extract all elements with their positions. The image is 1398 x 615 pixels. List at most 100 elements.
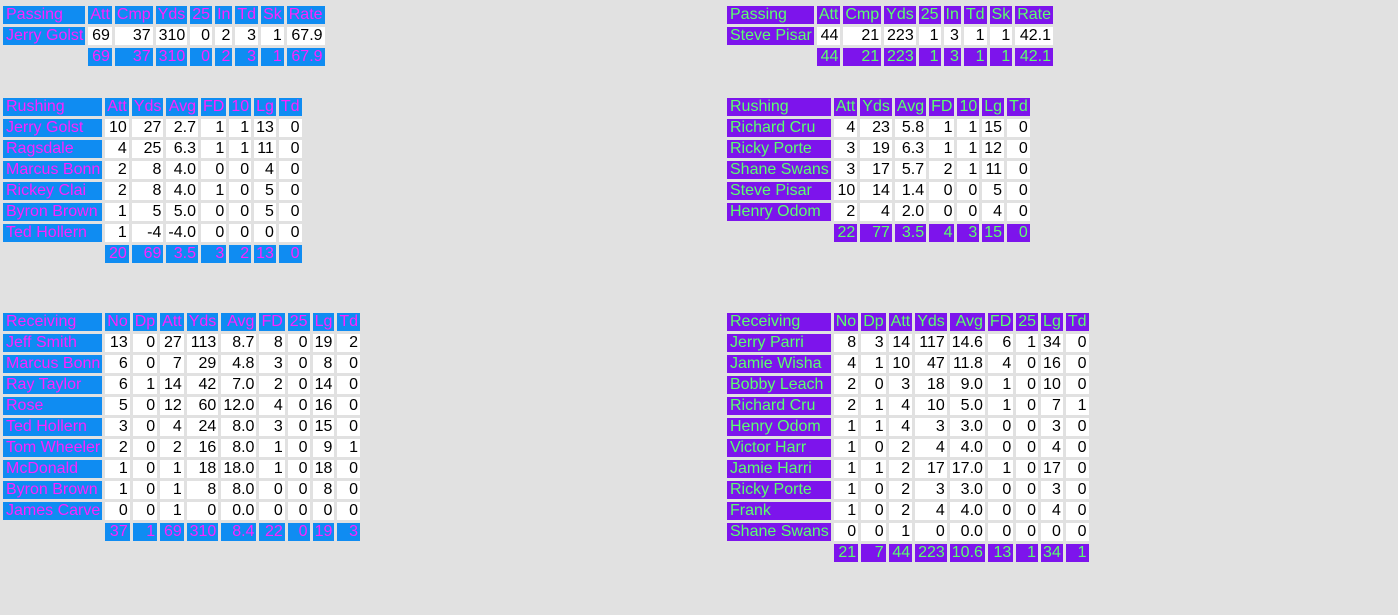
column-header: Lg: [254, 98, 276, 116]
stat-cell: 69: [88, 27, 112, 45]
stat-cell: 1: [929, 140, 955, 158]
player-name: Shane Swans: [727, 523, 831, 541]
stat-cell: 3: [259, 418, 285, 436]
stat-cell: 1: [833, 481, 859, 499]
column-header: Lg: [312, 313, 335, 331]
stat-cell: 0: [1065, 334, 1089, 352]
stat-cell: 17: [860, 161, 892, 179]
stat-cell: 0: [987, 439, 1014, 457]
stat-cell: 1: [833, 439, 859, 457]
stat-cell: 5.7: [894, 161, 927, 179]
stat-cell: 27: [131, 119, 164, 137]
total-cell: 3: [235, 48, 259, 66]
stat-cell: 5.0: [166, 203, 198, 221]
stat-cell: 0: [1016, 502, 1039, 520]
column-header: No: [833, 313, 859, 331]
stat-cell: 0: [861, 481, 886, 499]
column-header: Sk: [261, 6, 284, 24]
player-row: Ted Hollern 1 -4 -4.0 0 0 0 0: [3, 224, 302, 242]
stat-cell: 2: [160, 439, 184, 457]
player-name: Tom Wheeler: [3, 439, 103, 457]
totals-spacer: [727, 224, 831, 242]
stat-cell: 16: [1041, 355, 1063, 373]
stat-cell: 0: [200, 203, 227, 221]
column-header: Td: [1065, 313, 1089, 331]
stat-cell: 0: [1041, 523, 1063, 541]
stat-cell: 0: [259, 502, 285, 520]
total-cell: 44: [816, 48, 841, 66]
total-cell: 1: [963, 48, 987, 66]
rushing-table: Rushing Att Yds Avg FD 10 Lg Td Richard Cru 4 23 5.…: [724, 95, 1033, 245]
total-cell: 3.5: [166, 245, 198, 263]
stat-cell: 0: [929, 203, 955, 221]
column-header: Att: [88, 6, 112, 24]
stat-cell: 0: [1065, 523, 1089, 541]
stat-cell: 0: [132, 502, 158, 520]
stat-cell: 2: [833, 397, 859, 415]
stat-cell: 0: [287, 334, 310, 352]
header-row: Rushing Att Yds Avg FD 10 Lg Td: [727, 98, 1030, 116]
stat-cell: 37: [114, 27, 153, 45]
stat-cell: 0: [833, 523, 859, 541]
column-header: In: [943, 6, 961, 24]
player-row: Rose 5 0 12 60 12.0 4 0 16 0: [3, 397, 361, 415]
player-name: Jerry Golst: [3, 27, 86, 45]
stat-cell: 2: [259, 376, 285, 394]
stat-cell: 4: [860, 203, 892, 221]
total-cell: 22: [259, 523, 285, 541]
totals-row: 20 69 3.5 3 2 13 0: [3, 245, 302, 263]
stat-cell: 25: [131, 140, 164, 158]
player-name: Victor Harr: [727, 439, 831, 457]
player-name: Byron Brown: [3, 481, 103, 499]
stat-cell: 0: [915, 523, 947, 541]
stat-cell: 0: [278, 182, 302, 200]
stat-cell: 5.0: [949, 397, 985, 415]
stat-cell: 1: [861, 355, 886, 373]
total-cell: 0: [278, 245, 302, 263]
stat-cell: 1: [861, 460, 886, 478]
stat-cell: 0: [987, 523, 1014, 541]
player-row: Jerry Golst 10 27 2.7 1 1 13 0: [3, 119, 302, 137]
column-header: Sk: [989, 6, 1013, 24]
stat-cell: 0: [132, 439, 158, 457]
total-cell: 34: [1041, 544, 1063, 562]
stat-cell: 3: [259, 355, 285, 373]
player-row: Ricky Porte 3 19 6.3 1 1 12 0: [727, 140, 1030, 158]
total-cell: 4: [929, 224, 955, 242]
column-header: Dp: [861, 313, 886, 331]
total-cell: 19: [312, 523, 335, 541]
stat-cell: 15: [982, 119, 1005, 137]
stat-cell: 0: [1007, 140, 1030, 158]
column-header: Td: [278, 98, 302, 116]
column-header: Att: [816, 6, 841, 24]
stat-cell: 6: [105, 376, 130, 394]
player-name: Ragsdale: [3, 140, 103, 158]
column-header: Yds: [884, 6, 916, 24]
receiving-table: Receiving No Dp Att Yds Avg FD 25 Lg Td Jerry Parr…: [724, 310, 1092, 565]
stat-cell: 0: [287, 460, 310, 478]
player-row: Byron Brown 1 5 5.0 0 0 5 0: [3, 203, 302, 221]
column-header: FD: [929, 98, 955, 116]
stat-cell: 2.7: [166, 119, 198, 137]
stat-cell: 1: [229, 140, 252, 158]
column-header: 25: [1016, 313, 1039, 331]
stat-cell: 1: [200, 119, 227, 137]
total-cell: 21: [833, 544, 859, 562]
stat-cell: 8: [259, 334, 285, 352]
totals-row: 37 1 69 310 8.4 22 0 19 3: [3, 523, 361, 541]
stat-cell: 0: [229, 182, 252, 200]
total-cell: 7: [861, 544, 886, 562]
stat-cell: 1: [888, 523, 913, 541]
stat-cell: 16: [186, 439, 219, 457]
stat-cell: 3.0: [949, 481, 985, 499]
stat-cell: 0.0: [221, 502, 257, 520]
column-header: Td: [963, 6, 987, 24]
player-name: Byron Brown: [3, 203, 103, 221]
stat-cell: 1: [229, 119, 252, 137]
total-cell: 37: [105, 523, 130, 541]
stat-cell: 1: [833, 418, 859, 436]
stat-cell: 0: [278, 203, 302, 221]
player-name: Ted Hollern: [3, 224, 103, 242]
stat-cell: 3: [915, 418, 947, 436]
player-name: Rose: [3, 397, 103, 415]
